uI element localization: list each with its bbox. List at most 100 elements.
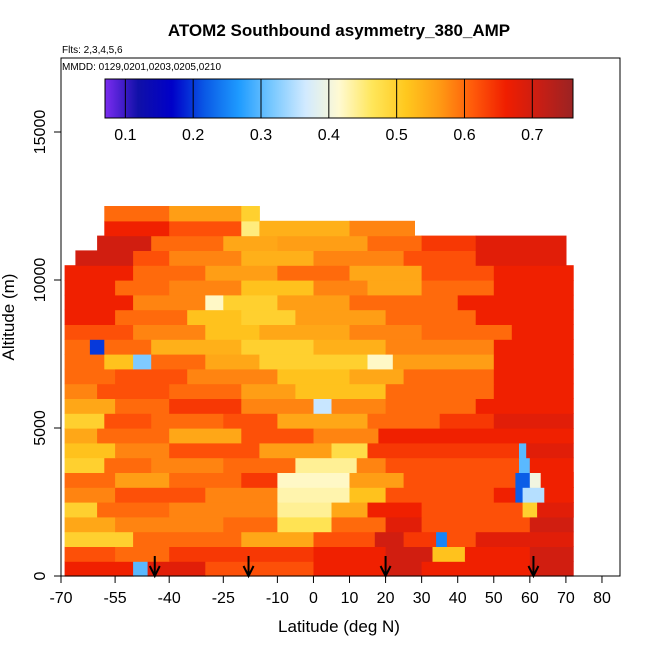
x-tick-label: 10 bbox=[341, 590, 359, 607]
heat-cell bbox=[403, 472, 516, 488]
colorbar-tick-label: 0.4 bbox=[318, 127, 340, 144]
heat-cell bbox=[259, 324, 351, 340]
heat-cell bbox=[511, 324, 574, 340]
heat-cell bbox=[519, 457, 531, 473]
heat-cell bbox=[104, 220, 170, 237]
heat-cell bbox=[349, 487, 387, 503]
heat-cell bbox=[537, 502, 574, 518]
heat-cell bbox=[464, 546, 531, 562]
heat-cell bbox=[205, 324, 260, 340]
x-tick-label: -10 bbox=[266, 590, 289, 607]
heat-cell bbox=[385, 487, 495, 503]
heat-cell bbox=[115, 516, 224, 533]
heat-cell bbox=[385, 398, 477, 414]
heat-cell bbox=[64, 339, 91, 355]
heat-cell bbox=[367, 442, 520, 459]
heat-cell bbox=[403, 531, 437, 547]
heat-cell bbox=[64, 309, 116, 325]
heat-cell bbox=[169, 206, 242, 222]
heat-cell bbox=[356, 457, 387, 473]
heat-cell bbox=[475, 309, 574, 325]
x-tick-label: -55 bbox=[104, 590, 127, 607]
heat-cell bbox=[475, 398, 574, 414]
heat-cell bbox=[97, 383, 170, 399]
heat-cell bbox=[313, 280, 369, 296]
heat-cell bbox=[367, 235, 423, 251]
heat-cell bbox=[392, 354, 495, 370]
x-tick-label: 80 bbox=[593, 590, 611, 607]
heat-cell bbox=[115, 546, 170, 562]
heat-cell bbox=[421, 235, 477, 251]
colorbar-tick-label: 0.6 bbox=[453, 127, 475, 144]
heat-cell bbox=[475, 235, 567, 251]
heat-cell bbox=[97, 235, 152, 251]
heat-cell bbox=[385, 457, 520, 473]
heat-cell bbox=[493, 487, 516, 503]
heat-cell bbox=[97, 502, 170, 518]
heat-cell bbox=[205, 294, 224, 311]
colorbar-tick-label: 0.5 bbox=[386, 127, 408, 144]
heat-cell bbox=[223, 413, 278, 429]
heat-cell bbox=[374, 531, 405, 547]
heat-cell bbox=[385, 383, 495, 399]
heat-cell bbox=[64, 472, 116, 488]
heat-cell bbox=[493, 368, 574, 385]
heat-cell bbox=[421, 516, 531, 533]
heat-cell bbox=[104, 457, 152, 473]
x-tick-label: 70 bbox=[557, 590, 575, 607]
heat-cell bbox=[64, 428, 98, 444]
heat-cell bbox=[169, 280, 242, 296]
heat-cell bbox=[115, 472, 170, 488]
heat-cell bbox=[515, 487, 524, 503]
heat-cell bbox=[75, 250, 134, 266]
heat-cell bbox=[385, 546, 434, 562]
heat-cell bbox=[349, 472, 405, 488]
heat-cell bbox=[519, 442, 527, 459]
heat-cell bbox=[133, 531, 242, 547]
heat-cell bbox=[493, 265, 574, 281]
heat-cell bbox=[64, 546, 116, 562]
x-axis: -70 -55 -40 -25 -10 0 10 20 30 40 50 60 70 80 bbox=[49, 576, 611, 607]
heat-cell bbox=[277, 472, 351, 488]
heat-cell bbox=[115, 368, 188, 385]
heat-cell bbox=[241, 309, 296, 325]
dates-note: MMDD: 0129,0201,0203,0205,0210 bbox=[62, 62, 221, 73]
heat-cell bbox=[151, 413, 224, 429]
heat-cell bbox=[349, 368, 405, 385]
heat-cell bbox=[64, 413, 105, 429]
heat-cell bbox=[349, 324, 423, 340]
heat-cell bbox=[277, 516, 333, 533]
heatmap bbox=[64, 206, 574, 577]
heat-cell bbox=[64, 516, 116, 533]
heat-cell bbox=[241, 206, 260, 222]
heat-cell bbox=[115, 309, 188, 325]
heat-cell bbox=[493, 413, 574, 429]
heat-cell bbox=[151, 354, 206, 370]
x-tick-label: 40 bbox=[449, 590, 467, 607]
heat-cell bbox=[295, 309, 387, 325]
heat-cell bbox=[277, 487, 351, 503]
heat-cell bbox=[313, 339, 387, 355]
colorbar: 0.1 0.2 0.3 0.4 0.5 0.6 0.7 bbox=[104, 78, 574, 144]
heat-cell bbox=[367, 280, 423, 296]
heat-cell bbox=[115, 280, 170, 296]
x-axis-label: Latitude (deg N) bbox=[278, 617, 400, 636]
heat-cell bbox=[331, 502, 369, 518]
heat-cell bbox=[64, 324, 134, 340]
heat-cell bbox=[432, 546, 466, 562]
heat-cell bbox=[331, 398, 387, 414]
heat-cell bbox=[349, 294, 459, 311]
x-tick-label: 20 bbox=[377, 590, 395, 607]
heat-cell bbox=[169, 220, 242, 237]
heat-cell bbox=[540, 472, 574, 488]
heat-cell bbox=[529, 457, 574, 473]
heat-cell bbox=[205, 354, 260, 370]
heat-cell bbox=[151, 339, 242, 355]
heat-cell bbox=[64, 442, 116, 459]
heat-cell bbox=[241, 383, 296, 399]
heat-cell bbox=[295, 457, 358, 473]
heat-cell bbox=[421, 265, 495, 281]
heat-cell bbox=[187, 368, 278, 385]
heat-cell bbox=[64, 383, 98, 399]
